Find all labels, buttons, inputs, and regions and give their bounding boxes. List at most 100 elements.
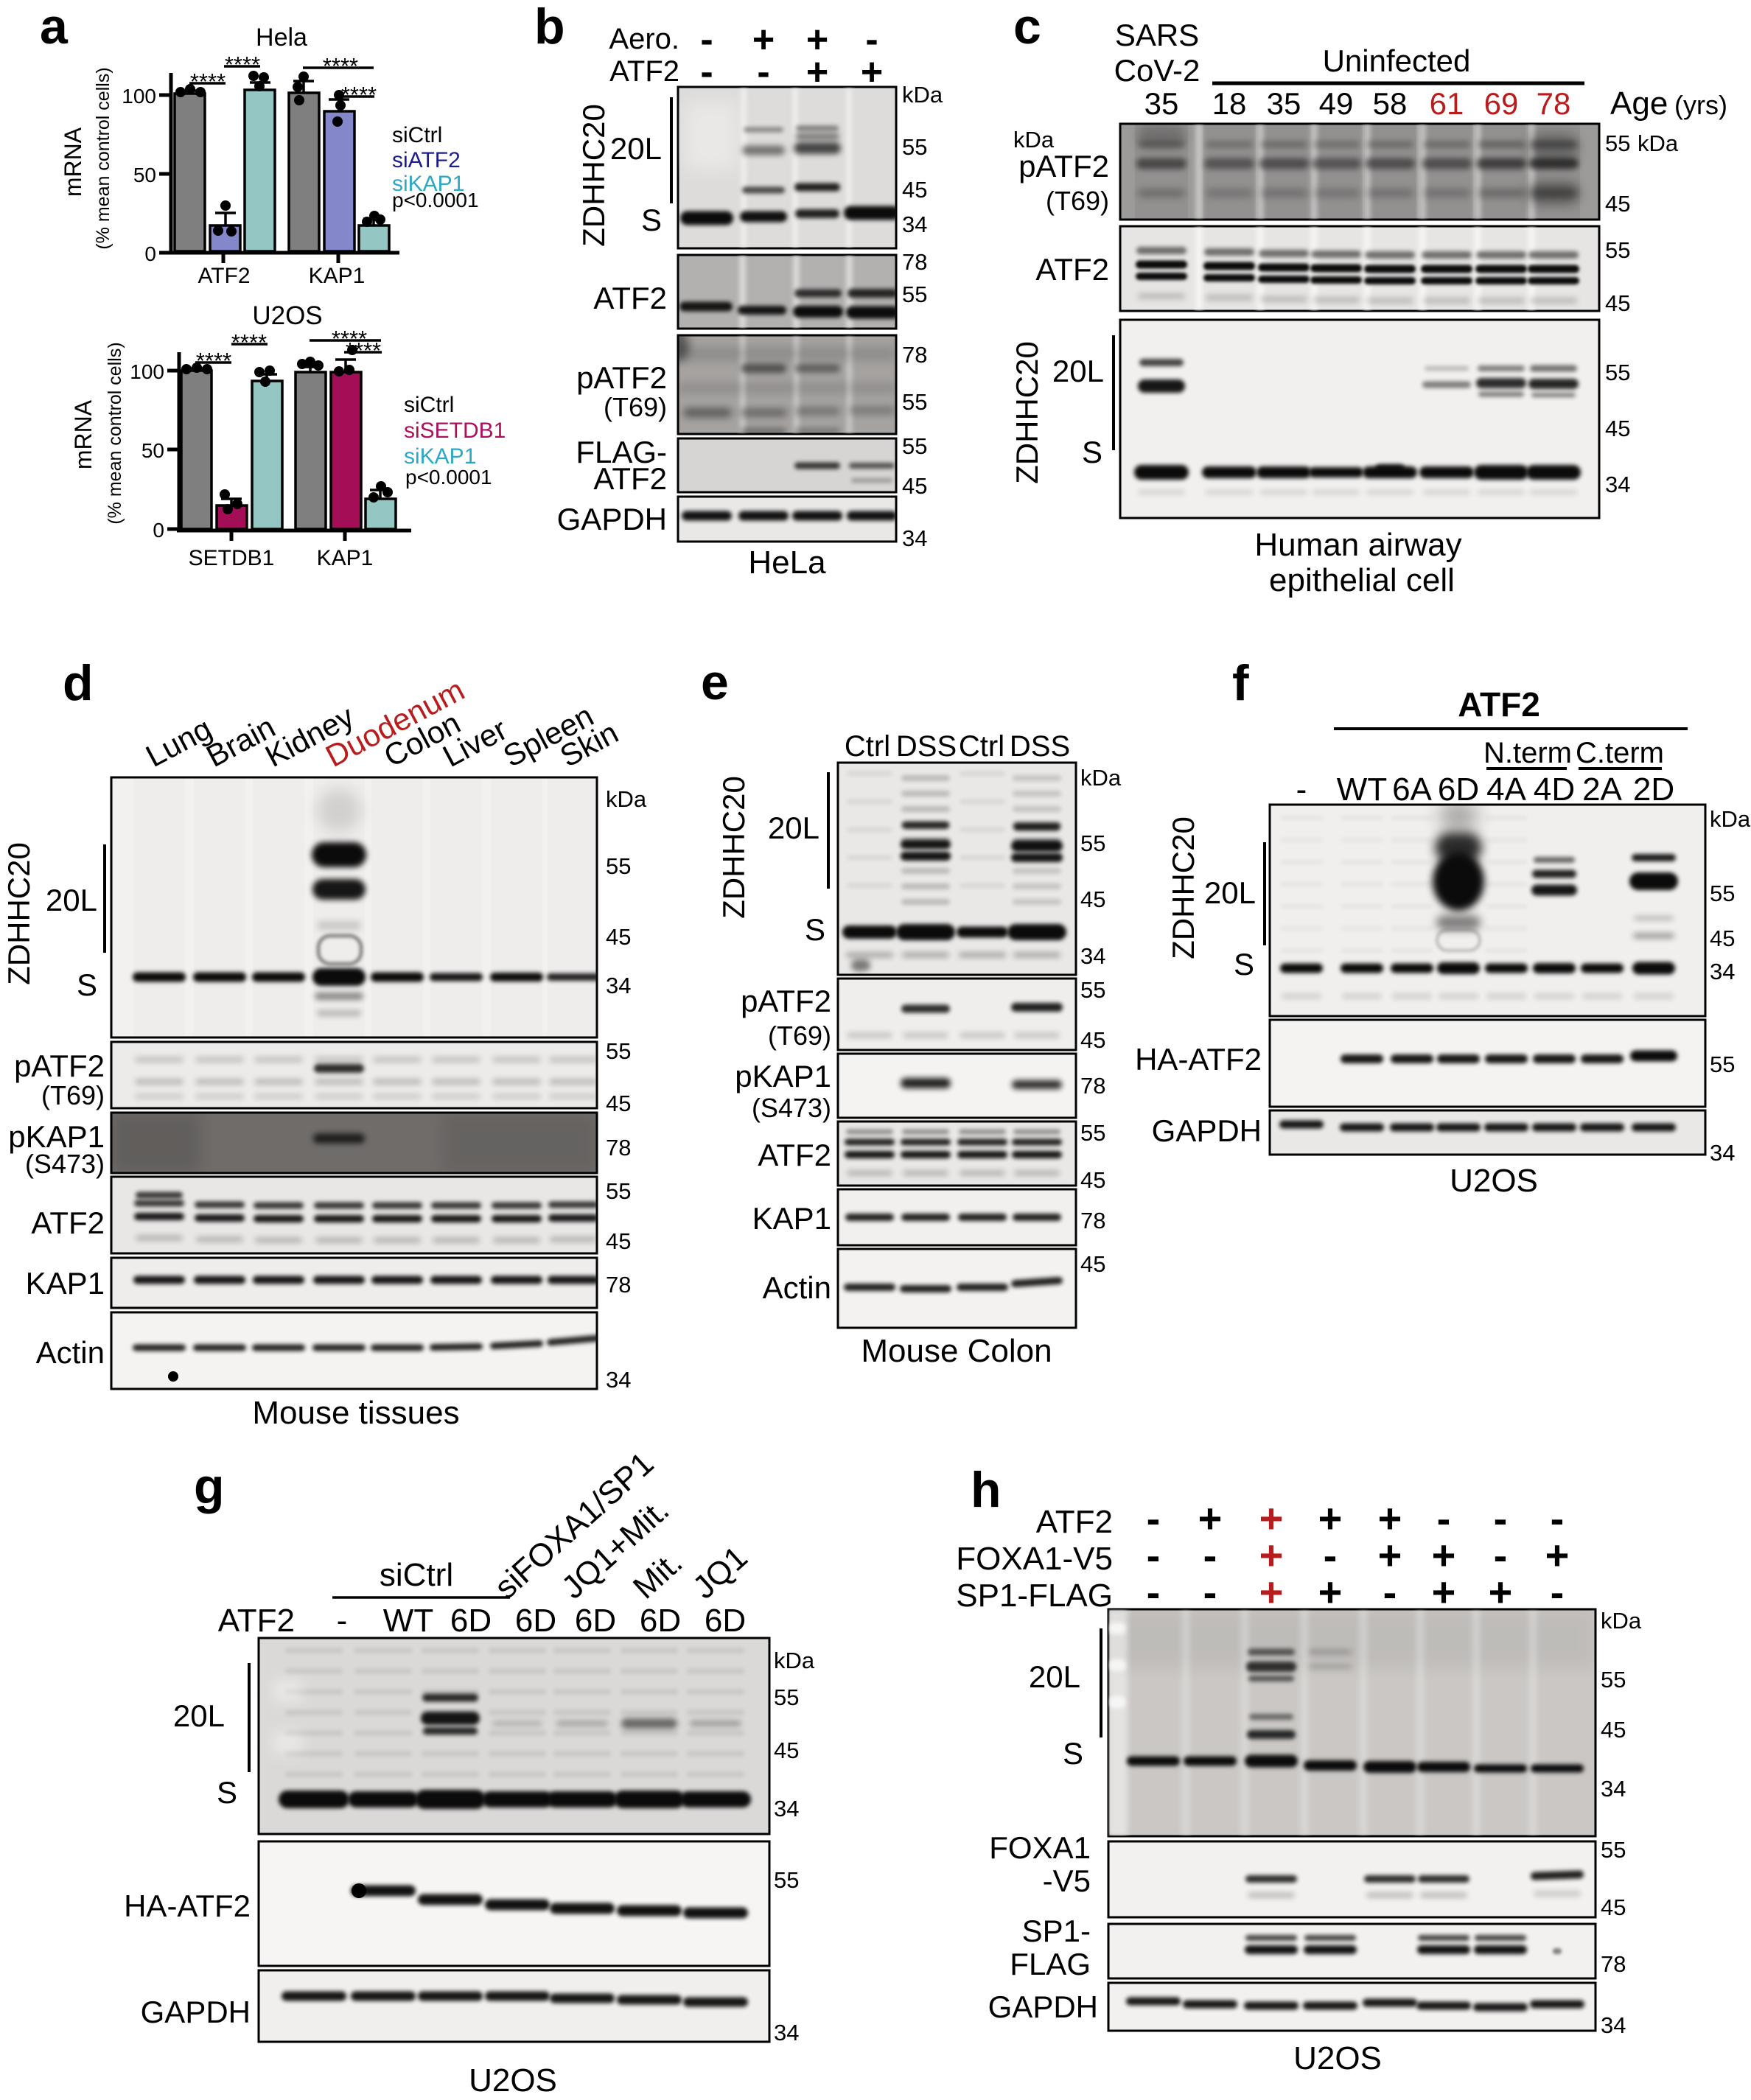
svg-text:55: 55 xyxy=(1080,1120,1105,1146)
svg-text:ATF2: ATF2 xyxy=(758,1138,831,1172)
svg-text:-: - xyxy=(1147,1532,1161,1578)
svg-text:SP1-: SP1- xyxy=(1022,1914,1091,1948)
svg-text:6D: 6D xyxy=(515,1603,556,1639)
svg-text:-: - xyxy=(1203,1532,1217,1578)
svg-text:78: 78 xyxy=(1537,86,1571,121)
svg-text:45: 45 xyxy=(1605,290,1630,316)
svg-text:-: - xyxy=(1551,1495,1565,1541)
svg-text:GAPDH: GAPDH xyxy=(1152,1113,1262,1148)
svg-text:6A: 6A xyxy=(1392,771,1432,808)
svg-text:-: - xyxy=(1551,1569,1565,1615)
svg-text:S: S xyxy=(77,967,97,1002)
svg-text:KAP1: KAP1 xyxy=(309,264,366,288)
svg-text:epithelial cell: epithelial cell xyxy=(1269,562,1455,598)
svg-text:45: 45 xyxy=(1605,416,1630,441)
svg-text:34: 34 xyxy=(1710,1140,1735,1166)
svg-text:4A: 4A xyxy=(1486,771,1526,808)
svg-text:+: + xyxy=(1489,1569,1513,1615)
svg-text:+: + xyxy=(1378,1495,1402,1541)
svg-text:kDa: kDa xyxy=(1710,806,1751,832)
svg-text:55: 55 xyxy=(1605,130,1630,156)
svg-text:100: 100 xyxy=(122,85,156,108)
svg-text:HeLa: HeLa xyxy=(748,545,826,581)
svg-text:d: d xyxy=(63,655,94,711)
svg-text:100: 100 xyxy=(130,360,164,383)
svg-text:45: 45 xyxy=(1080,1251,1105,1277)
svg-text:6D: 6D xyxy=(705,1603,746,1639)
svg-text:KAP1: KAP1 xyxy=(752,1201,831,1236)
svg-text:55: 55 xyxy=(1605,237,1630,263)
svg-text:KAP1: KAP1 xyxy=(26,1266,105,1301)
svg-text:pATF2: pATF2 xyxy=(14,1049,105,1083)
svg-text:ATF2: ATF2 xyxy=(1458,685,1540,724)
svg-text:-: - xyxy=(1383,1569,1397,1615)
svg-text:-: - xyxy=(1494,1495,1508,1541)
svg-text:(T69): (T69) xyxy=(768,1021,831,1051)
svg-text:78: 78 xyxy=(1080,1208,1105,1233)
svg-text:45: 45 xyxy=(902,177,927,203)
svg-text:****: **** xyxy=(190,69,226,94)
svg-text:78: 78 xyxy=(902,249,927,275)
svg-text:55: 55 xyxy=(1605,360,1630,385)
svg-text:34: 34 xyxy=(606,973,631,998)
svg-text:+: + xyxy=(752,18,775,61)
svg-text:U2OS: U2OS xyxy=(252,301,322,330)
svg-text:Uninfected: Uninfected xyxy=(1323,43,1471,78)
svg-text:-: - xyxy=(1296,771,1307,808)
svg-text:+: + xyxy=(1318,1569,1343,1615)
svg-text:18: 18 xyxy=(1212,86,1247,121)
svg-text:ZDHHC20: ZDHHC20 xyxy=(1010,341,1044,484)
svg-text:FLAG-: FLAG- xyxy=(576,435,667,469)
svg-text:DSS: DSS xyxy=(896,730,957,763)
svg-text:ATF2: ATF2 xyxy=(593,461,667,496)
svg-text:55: 55 xyxy=(1080,977,1105,1003)
svg-text:(S473): (S473) xyxy=(25,1149,105,1179)
svg-text:+: + xyxy=(1545,1532,1570,1578)
svg-text:U2OS: U2OS xyxy=(1450,1163,1538,1199)
svg-text:****: **** xyxy=(196,348,231,374)
svg-text:45: 45 xyxy=(902,473,927,499)
svg-text:siATF2: siATF2 xyxy=(392,148,461,172)
svg-text:+: + xyxy=(1378,1532,1402,1578)
svg-text:****: **** xyxy=(346,337,381,363)
svg-text:SP1-FLAG: SP1-FLAG xyxy=(956,1578,1113,1614)
svg-text:****: **** xyxy=(225,52,260,77)
svg-text:Actin: Actin xyxy=(36,1335,105,1370)
svg-text:S: S xyxy=(641,203,662,237)
svg-text:34: 34 xyxy=(774,1796,799,1821)
svg-text:p<0.0001: p<0.0001 xyxy=(392,189,479,211)
svg-text:45: 45 xyxy=(774,1737,799,1763)
svg-text:35: 35 xyxy=(1144,86,1179,121)
svg-text:ATF2: ATF2 xyxy=(218,1603,295,1639)
svg-text:Mouse Colon: Mouse Colon xyxy=(861,1333,1052,1369)
svg-text:C.term: C.term xyxy=(1576,737,1664,769)
svg-text:e: e xyxy=(701,654,729,710)
svg-text:50: 50 xyxy=(141,439,164,462)
svg-text:S: S xyxy=(1063,1736,1083,1771)
svg-text:50: 50 xyxy=(133,164,156,186)
svg-text:45: 45 xyxy=(606,924,631,950)
svg-text:58: 58 xyxy=(1373,86,1408,121)
svg-text:20L: 20L xyxy=(610,131,662,166)
svg-text:ATF2: ATF2 xyxy=(1035,252,1109,287)
svg-text:6D: 6D xyxy=(575,1603,616,1639)
svg-text:+: + xyxy=(1318,1495,1343,1541)
svg-text:4D: 4D xyxy=(1534,771,1575,808)
svg-text:34: 34 xyxy=(606,1367,631,1393)
svg-text:S: S xyxy=(1234,947,1254,981)
svg-text:HA-ATF2: HA-ATF2 xyxy=(124,1889,251,1923)
svg-text:0: 0 xyxy=(153,519,164,542)
svg-text:kDa: kDa xyxy=(902,82,943,108)
svg-text:45: 45 xyxy=(1601,1717,1626,1743)
svg-text:+: + xyxy=(1198,1495,1223,1541)
svg-text:FOXA1: FOXA1 xyxy=(989,1830,1091,1865)
svg-text:-: - xyxy=(700,51,713,94)
svg-text:kDa: kDa xyxy=(1601,1608,1642,1634)
svg-text:20L: 20L xyxy=(46,883,97,917)
svg-text:WT: WT xyxy=(383,1603,433,1639)
svg-text:55: 55 xyxy=(1080,830,1105,856)
svg-text:siKAP1: siKAP1 xyxy=(404,444,476,469)
svg-text:55: 55 xyxy=(606,1178,631,1204)
svg-text:SETDB1: SETDB1 xyxy=(189,546,275,570)
svg-text:-: - xyxy=(337,1603,348,1639)
